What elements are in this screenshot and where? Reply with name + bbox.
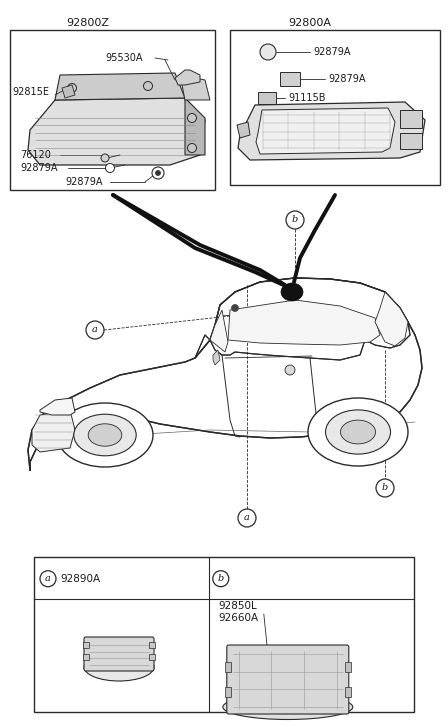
- Bar: [225, 687, 231, 697]
- Bar: [83, 654, 89, 660]
- Ellipse shape: [88, 424, 122, 446]
- Bar: [280, 72, 300, 86]
- Polygon shape: [32, 410, 75, 452]
- Text: 91115B: 91115B: [288, 93, 326, 103]
- Ellipse shape: [57, 403, 153, 467]
- Polygon shape: [256, 108, 395, 154]
- Polygon shape: [195, 278, 410, 360]
- Ellipse shape: [74, 414, 136, 456]
- Text: b: b: [292, 215, 298, 225]
- Bar: [258, 92, 276, 104]
- Text: 92890A: 92890A: [60, 574, 100, 584]
- Circle shape: [155, 171, 160, 175]
- Polygon shape: [237, 122, 250, 138]
- Bar: [400, 110, 422, 128]
- Circle shape: [285, 365, 295, 375]
- Polygon shape: [210, 310, 228, 352]
- Text: 92800Z: 92800Z: [66, 18, 109, 28]
- Circle shape: [376, 479, 394, 497]
- Bar: [34, 557, 414, 712]
- Text: a: a: [92, 326, 98, 334]
- Circle shape: [101, 154, 109, 162]
- Bar: [230, 30, 440, 185]
- Polygon shape: [180, 75, 210, 100]
- Ellipse shape: [84, 653, 154, 681]
- Bar: [225, 662, 231, 672]
- Polygon shape: [28, 278, 422, 470]
- Ellipse shape: [340, 420, 375, 444]
- Text: 95530A: 95530A: [105, 53, 142, 63]
- Ellipse shape: [281, 283, 303, 301]
- Polygon shape: [62, 85, 75, 98]
- Polygon shape: [40, 398, 75, 415]
- Circle shape: [260, 44, 276, 60]
- Polygon shape: [238, 102, 425, 160]
- Bar: [149, 642, 155, 648]
- Bar: [345, 662, 351, 672]
- Circle shape: [143, 81, 152, 90]
- Text: 92815E: 92815E: [12, 87, 49, 97]
- Circle shape: [232, 305, 238, 311]
- Text: 92879A: 92879A: [328, 74, 366, 84]
- Polygon shape: [175, 70, 200, 85]
- Text: 92800A: 92800A: [289, 18, 332, 28]
- Circle shape: [152, 167, 164, 179]
- Circle shape: [188, 113, 197, 123]
- Text: a: a: [244, 513, 250, 523]
- Bar: [345, 687, 351, 697]
- Text: 92879A: 92879A: [20, 163, 57, 173]
- Circle shape: [86, 321, 104, 339]
- Bar: [400, 133, 422, 149]
- Text: 76120: 76120: [20, 150, 51, 160]
- Polygon shape: [55, 73, 185, 100]
- Circle shape: [286, 211, 304, 229]
- Circle shape: [68, 84, 77, 92]
- Text: 92879A: 92879A: [65, 177, 103, 187]
- Polygon shape: [375, 292, 408, 346]
- Ellipse shape: [223, 694, 353, 720]
- Polygon shape: [185, 98, 205, 155]
- Circle shape: [188, 143, 197, 153]
- Bar: [10, 30, 215, 190]
- Circle shape: [40, 571, 56, 587]
- Text: 92850L
92660A: 92850L 92660A: [219, 601, 259, 622]
- Polygon shape: [228, 300, 380, 345]
- Circle shape: [238, 509, 256, 527]
- FancyBboxPatch shape: [84, 637, 154, 671]
- Polygon shape: [213, 350, 220, 365]
- Text: b: b: [382, 483, 388, 492]
- Text: b: b: [218, 574, 224, 583]
- Bar: [83, 642, 89, 648]
- Ellipse shape: [326, 410, 391, 454]
- Circle shape: [105, 164, 115, 172]
- Polygon shape: [28, 98, 205, 165]
- Text: a: a: [45, 574, 51, 583]
- FancyBboxPatch shape: [227, 645, 349, 714]
- Bar: [149, 654, 155, 660]
- Circle shape: [213, 571, 229, 587]
- Ellipse shape: [308, 398, 408, 466]
- Text: 92879A: 92879A: [313, 47, 350, 57]
